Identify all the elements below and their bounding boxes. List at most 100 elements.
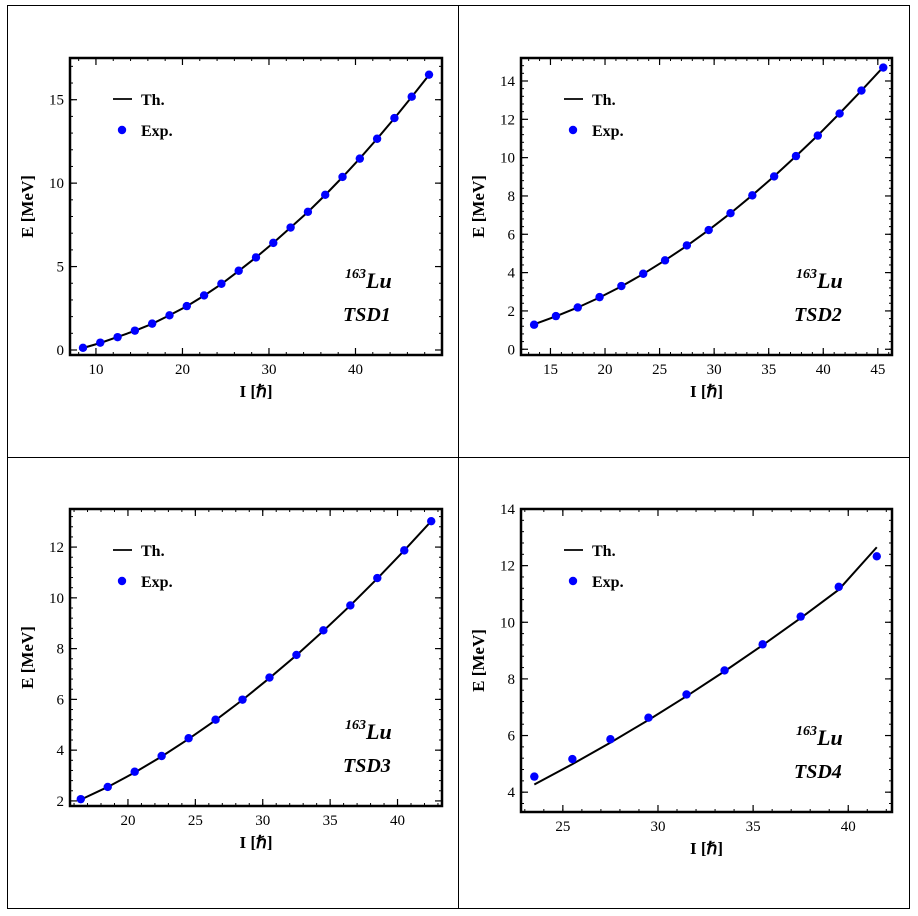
x-axis-label: I [ℏ] <box>690 839 723 858</box>
data-point <box>573 303 582 312</box>
data-point <box>872 552 881 561</box>
x-tick-label: 40 <box>841 819 856 835</box>
y-tick-label: 10 <box>49 591 64 607</box>
theory-curve <box>80 520 432 801</box>
y-tick-label: 6 <box>508 227 516 243</box>
band-label: TSD4 <box>794 761 842 783</box>
data-point <box>617 281 626 291</box>
data-point <box>427 516 436 526</box>
data-point <box>286 223 295 232</box>
data-point <box>791 151 801 161</box>
data-point <box>165 311 174 320</box>
y-tick-label: 6 <box>508 729 516 745</box>
data-point <box>292 650 301 660</box>
nucleus-mass: 163 <box>796 267 817 282</box>
data-point <box>96 338 105 347</box>
data-point <box>639 269 648 278</box>
data-point <box>78 343 88 353</box>
x-tick-label: 40 <box>348 362 363 378</box>
y-tick-label: 4 <box>508 266 516 282</box>
data-point <box>595 292 604 302</box>
y-tick-label: 2 <box>508 304 516 320</box>
data-point <box>835 109 844 118</box>
data-point <box>346 601 355 610</box>
chart-panel-tsd3: 20 25 30 35 40 2 4 6 8 10 12 I [ℏ] E [MeV] Th. Exp. 163… <box>18 507 444 852</box>
data-point <box>147 319 157 328</box>
nucleus-symbol: Lu <box>365 719 392 744</box>
data-point <box>390 113 399 123</box>
nucleus-mass: 163 <box>345 718 366 733</box>
data-point <box>303 207 313 217</box>
data-point <box>682 241 692 250</box>
data-point <box>199 291 209 300</box>
x-axis-label: I [ℏ] <box>240 382 273 401</box>
y-tick-label: 12 <box>500 112 515 128</box>
y-axis-label: E [MeV] <box>469 175 488 238</box>
data-point <box>720 666 729 675</box>
y-tick-label: 12 <box>49 540 64 556</box>
legend-label-th: Th. <box>141 543 165 560</box>
nucleus-symbol: Lu <box>365 268 392 293</box>
x-tick-label: 30 <box>707 362 722 378</box>
x-tick-label: 45 <box>870 362 885 378</box>
legend-marker-swatch <box>568 576 578 586</box>
legend-label-exp: Exp. <box>592 574 624 591</box>
x-tick-label: 35 <box>323 813 338 829</box>
y-axis-label: E [MeV] <box>18 626 37 689</box>
data-point <box>726 209 735 218</box>
x-tick-label: 25 <box>652 362 667 378</box>
band-label: TSD2 <box>794 304 842 326</box>
data-point <box>530 772 539 781</box>
x-tick-label: 10 <box>88 362 103 378</box>
data-point <box>606 735 615 744</box>
x-tick-label: 25 <box>555 819 570 835</box>
x-tick-label: 15 <box>543 362 558 378</box>
legend-label-exp: Exp. <box>592 123 624 140</box>
data-point <box>796 612 805 621</box>
y-tick-label: 0 <box>57 343 65 359</box>
data-point <box>103 782 112 792</box>
x-tick-label: 25 <box>188 813 203 829</box>
plot-frame <box>519 56 894 357</box>
y-tick-label: 8 <box>508 189 516 205</box>
nucleus-label: 163Lu <box>345 718 392 744</box>
data-point <box>373 573 382 583</box>
data-point <box>400 546 409 555</box>
data-point <box>372 134 382 143</box>
x-tick-label: 30 <box>261 362 276 378</box>
nucleus-label: 163Lu <box>345 267 392 293</box>
y-tick-label: 10 <box>49 176 64 192</box>
data-point <box>338 172 347 182</box>
band-label: TSD3 <box>343 755 391 777</box>
y-tick-label: 12 <box>500 559 515 575</box>
x-tick-label: 20 <box>598 362 613 378</box>
data-point <box>704 225 713 235</box>
y-tick-label: 8 <box>508 672 516 688</box>
data-point <box>130 326 140 335</box>
legend-label-th: Th. <box>592 543 616 560</box>
y-tick-label: 4 <box>57 743 65 759</box>
y-tick-label: 2 <box>57 794 65 810</box>
x-tick-label: 30 <box>255 813 270 829</box>
data-point <box>184 734 193 743</box>
chart-panel-tsd1: 10 20 30 40 0 5 10 15 I [ℏ] E [MeV] Th. Exp. 163Lu TS… <box>18 56 444 401</box>
legend-marker-swatch <box>117 576 127 586</box>
data-point <box>211 715 220 724</box>
plot-frame <box>68 507 444 808</box>
data-point <box>813 131 822 140</box>
legend-label-exp: Exp. <box>141 574 173 591</box>
x-tick-label: 20 <box>120 813 135 829</box>
data-point <box>682 690 691 699</box>
chart-panel-tsd2: 15 20 25 30 35 40 45 0 2 4 6 8 10 12 14 I [ℏ] E [MeV] Th.… <box>469 56 894 401</box>
legend-label-th: Th. <box>592 92 616 109</box>
y-tick-label: 5 <box>57 260 65 276</box>
legend-marker-swatch <box>568 125 578 135</box>
nucleus-symbol: Lu <box>816 725 843 750</box>
data-point <box>424 70 434 79</box>
legend-marker-swatch <box>117 125 127 135</box>
legend-label-th: Th. <box>141 92 165 109</box>
data-point <box>269 238 278 248</box>
y-tick-label: 14 <box>500 74 516 90</box>
x-axis-label: I [ℏ] <box>240 833 273 852</box>
data-point <box>319 626 328 635</box>
